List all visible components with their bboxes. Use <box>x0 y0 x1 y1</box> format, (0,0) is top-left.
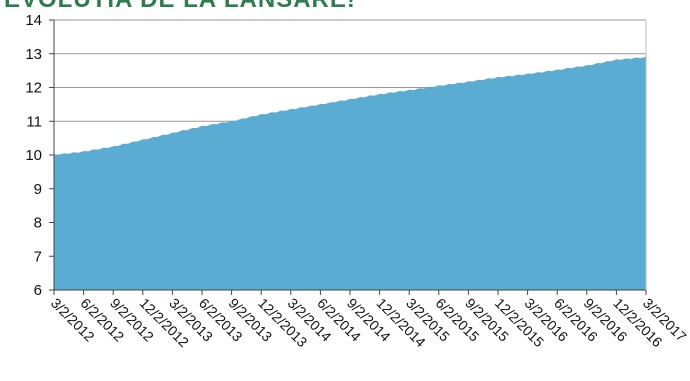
y-tick-label: 6 <box>34 282 42 299</box>
y-axis-tick-labels: 6 7 8 9 10 11 12 13 14 <box>25 12 42 299</box>
y-tick-label: 14 <box>25 12 42 29</box>
y-tick-label: 12 <box>25 80 42 97</box>
y-tick-label: 9 <box>34 181 42 198</box>
y-tick-label: 11 <box>26 113 42 130</box>
y-tick-label: 7 <box>34 248 42 265</box>
series-area <box>54 56 646 290</box>
y-tick-label: 8 <box>34 215 42 232</box>
y-tick-label: 13 <box>25 46 42 63</box>
chart-title: EVOLUTIA DE LA LANSARE! <box>4 0 356 14</box>
x-axis-tick-labels: 3/2/20126/2/20129/2/201212/2/20123/2/201… <box>48 295 690 351</box>
axes <box>49 19 647 295</box>
y-tick-label: 10 <box>25 147 42 164</box>
